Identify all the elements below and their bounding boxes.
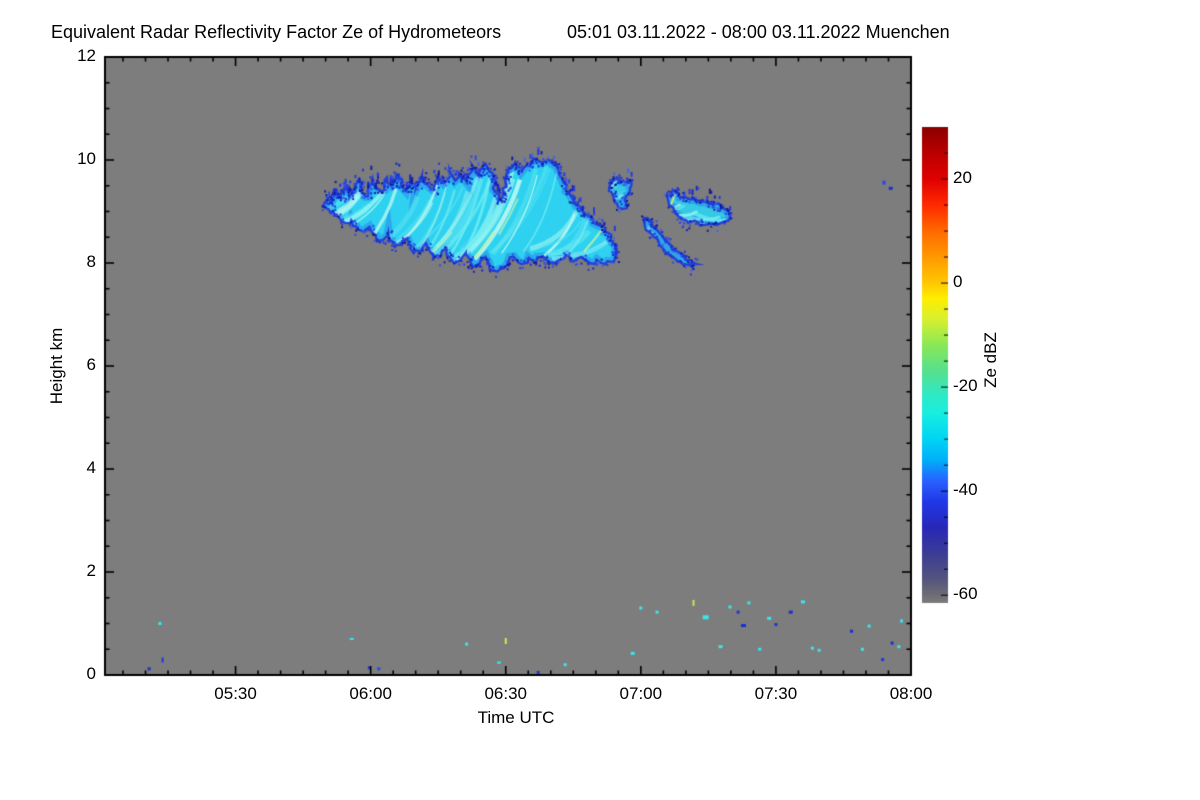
x-tick-label: 07:00 <box>619 684 663 703</box>
x-tick-label: 06:30 <box>484 684 528 703</box>
x-tick-label: 07:30 <box>754 684 798 703</box>
colorbar-tick-label: 20 <box>953 168 972 188</box>
y-tick-label: 10 <box>77 149 96 168</box>
colorbar-tick-label: 0 <box>953 272 963 292</box>
y-tick-label: 12 <box>77 46 96 65</box>
colorbar-tick-label: -60 <box>953 584 978 604</box>
x-tick-label: 08:00 <box>889 684 933 703</box>
chart-title-period: 05:01 03.11.2022 - 08:00 03.11.2022 Muen… <box>567 22 950 42</box>
y-tick-label: 2 <box>86 561 96 580</box>
colorbar-tick-label: -40 <box>953 480 978 500</box>
colorbar-tick-label: -20 <box>953 376 978 396</box>
x-tick-label: 05:30 <box>214 684 257 703</box>
y-tick-label: 4 <box>86 458 96 477</box>
y-tick-label: 6 <box>86 355 96 374</box>
x-axis-label: Time UTC <box>477 708 555 727</box>
chart-title: Equivalent Radar Reflectivity Factor Ze … <box>51 22 502 42</box>
x-tick-label: 06:00 <box>349 684 392 703</box>
y-tick-label: 0 <box>86 664 96 683</box>
colorbar-label: Ze dBZ <box>981 332 1000 388</box>
y-tick-label: 8 <box>86 252 96 271</box>
